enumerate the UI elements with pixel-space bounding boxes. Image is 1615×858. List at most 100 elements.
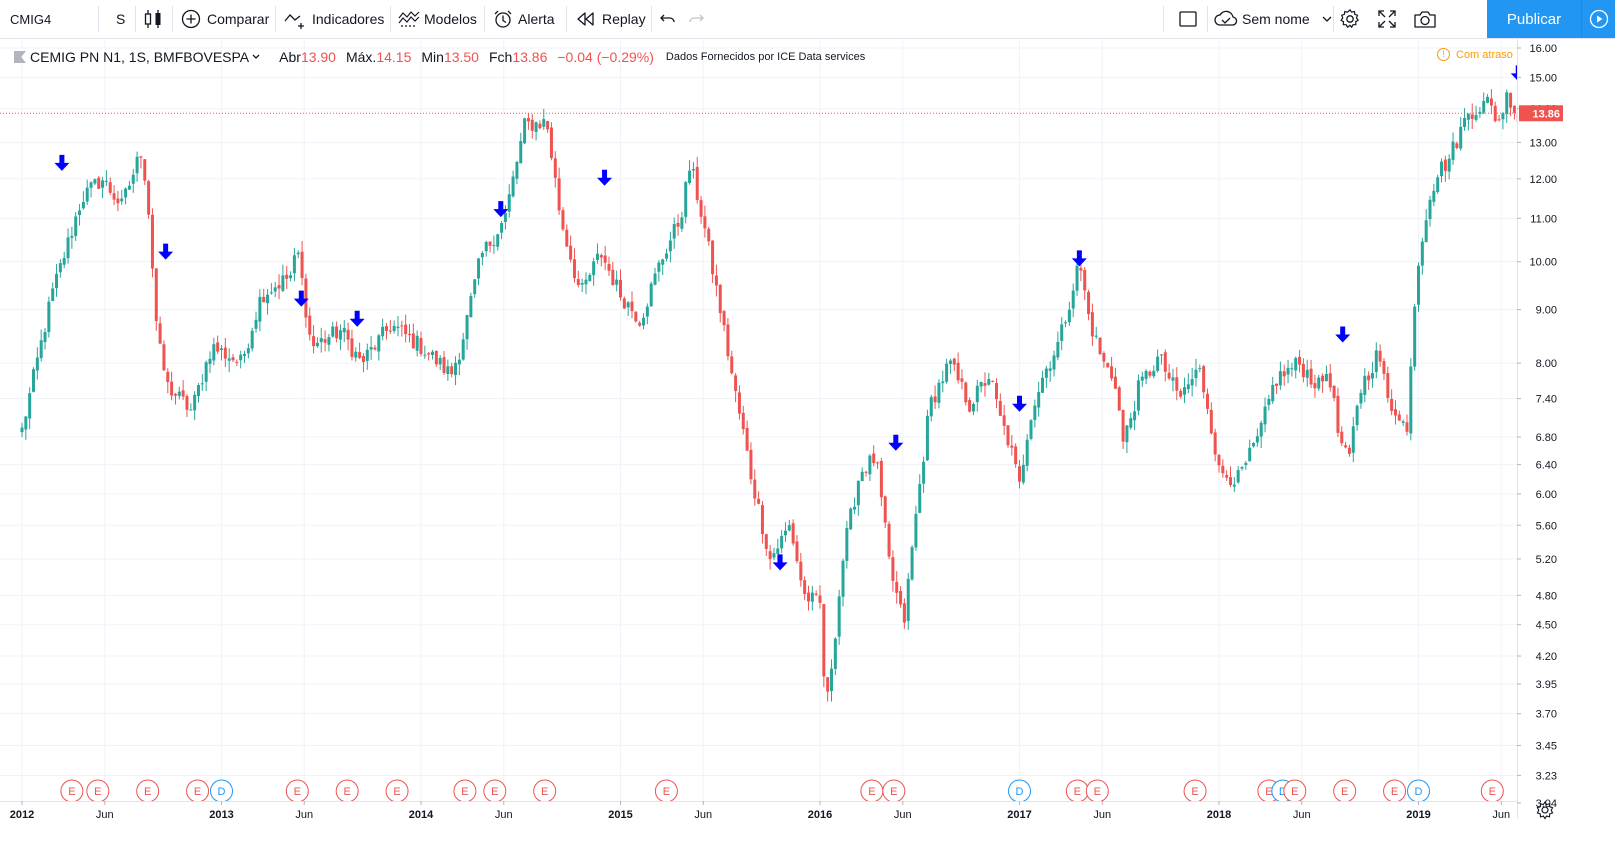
gear-icon	[1340, 9, 1359, 28]
candle-body	[791, 523, 795, 544]
fullscreen-select-button[interactable]	[1178, 0, 1198, 38]
candle-body	[1198, 368, 1202, 370]
publish-label: Publicar	[1506, 10, 1562, 28]
earnings-marker-label: E	[1489, 786, 1496, 798]
candle-body	[350, 338, 354, 357]
candle-body	[1037, 392, 1041, 408]
candle-body	[945, 363, 949, 382]
candle-body	[557, 178, 561, 211]
redo-icon	[689, 14, 704, 23]
candle-body	[638, 322, 642, 326]
candle-body	[714, 275, 718, 286]
candle-body	[85, 187, 89, 202]
earnings-marker-label: E	[1265, 786, 1272, 798]
candle-body	[902, 603, 906, 623]
delay-notice[interactable]: ! Com atraso	[1437, 48, 1513, 61]
candle-body	[143, 159, 147, 181]
candle-body	[457, 359, 461, 365]
low-label: Min	[421, 49, 444, 65]
candle-body	[718, 284, 722, 314]
candle-body	[676, 222, 680, 227]
candle-body	[1489, 98, 1493, 106]
candle-body	[576, 279, 580, 286]
candle-body	[691, 168, 695, 171]
chart-type-button[interactable]	[144, 0, 162, 38]
candle-body	[227, 358, 231, 361]
price-tick-label: 4.80	[1536, 590, 1557, 602]
candle-body	[158, 323, 162, 344]
candle-body	[1094, 335, 1098, 337]
candle-body	[315, 342, 319, 347]
collapse-legend-icon[interactable]	[14, 51, 26, 63]
replay-button[interactable]: Replay	[576, 0, 646, 38]
candle-body	[1413, 306, 1417, 367]
chart-legend: CEMIG PN N1, 1S, BMFBOVESPA Abr 13.90 Máx…	[14, 47, 865, 67]
layout-button[interactable]: Sem nome	[1214, 0, 1334, 38]
candle-body	[757, 498, 761, 504]
symbol-search[interactable]: CMIG4	[10, 0, 51, 38]
candle-body	[588, 274, 592, 282]
price-chart[interactable]: EEEEDEEEEEEEEEDEEEEDEEEDE16.0015.0014.00…	[0, 39, 1615, 858]
candle-body	[730, 356, 734, 374]
templates-button[interactable]: Modelos	[398, 0, 477, 38]
candle-body	[484, 241, 488, 252]
candle-body	[1113, 376, 1117, 389]
price-tick-label: 9.00	[1536, 305, 1557, 317]
publish-menu-button[interactable]	[1581, 0, 1615, 38]
chart-settings-icon[interactable]	[1541, 806, 1549, 814]
fullscreen-button[interactable]	[1377, 0, 1397, 38]
indicators-button[interactable]: Indicadores	[284, 0, 384, 38]
candle-body	[162, 344, 166, 371]
candle-body	[89, 182, 93, 188]
interval-button[interactable]: S	[116, 0, 125, 38]
plus-circle-icon	[181, 9, 201, 29]
candle-body	[864, 471, 868, 473]
candle-body	[269, 292, 273, 294]
snapshot-button[interactable]	[1413, 0, 1437, 38]
warning-icon: !	[1437, 48, 1450, 61]
candle-body	[74, 216, 78, 237]
chevron-down-icon[interactable]	[251, 52, 261, 62]
candle-body	[1436, 177, 1440, 192]
price-tick-label: 3.95	[1536, 679, 1557, 691]
candle-body	[1355, 405, 1359, 426]
candle-body	[1067, 309, 1071, 323]
camera-icon	[1414, 11, 1436, 28]
change-value: −0.04 (−0.29%)	[557, 49, 654, 65]
candle-body	[335, 326, 339, 339]
candle-body	[1110, 366, 1114, 379]
candle-body	[1025, 439, 1029, 466]
price-tick-label: 5.20	[1536, 554, 1557, 566]
candle-body	[35, 357, 39, 371]
settings-button[interactable]	[1339, 0, 1361, 38]
candle-body	[734, 375, 738, 392]
candle-body	[503, 212, 507, 223]
price-tick-label: 8.00	[1536, 358, 1557, 370]
candle-body	[549, 127, 553, 159]
cloud-check-icon	[1214, 10, 1238, 26]
candle-body	[971, 403, 975, 412]
publish-button[interactable]: Publicar	[1487, 0, 1581, 38]
candle-body	[753, 479, 757, 499]
candle-body	[933, 396, 937, 403]
candle-body	[1443, 159, 1447, 171]
candle-body	[684, 182, 688, 217]
candle-body	[979, 381, 983, 387]
legend-title[interactable]: CEMIG PN N1, 1S, BMFBOVESPA	[30, 49, 250, 65]
candle-body	[592, 261, 596, 276]
chart-settings-gear[interactable]	[1536, 800, 1554, 820]
candle-body	[1455, 143, 1459, 148]
compare-button[interactable]: Comparar	[181, 0, 269, 38]
open-label: Abr	[279, 49, 301, 65]
candle-body	[1301, 363, 1305, 378]
redo-button[interactable]	[686, 0, 706, 38]
candle-body	[546, 121, 550, 130]
candle-body	[1014, 446, 1018, 465]
alert-button[interactable]: Alerta	[493, 0, 555, 38]
candle-body	[47, 301, 51, 333]
candle-body	[826, 677, 830, 692]
candle-body	[680, 217, 684, 229]
candle-body	[139, 156, 143, 158]
candle-body	[289, 275, 293, 279]
undo-button[interactable]	[658, 0, 678, 38]
